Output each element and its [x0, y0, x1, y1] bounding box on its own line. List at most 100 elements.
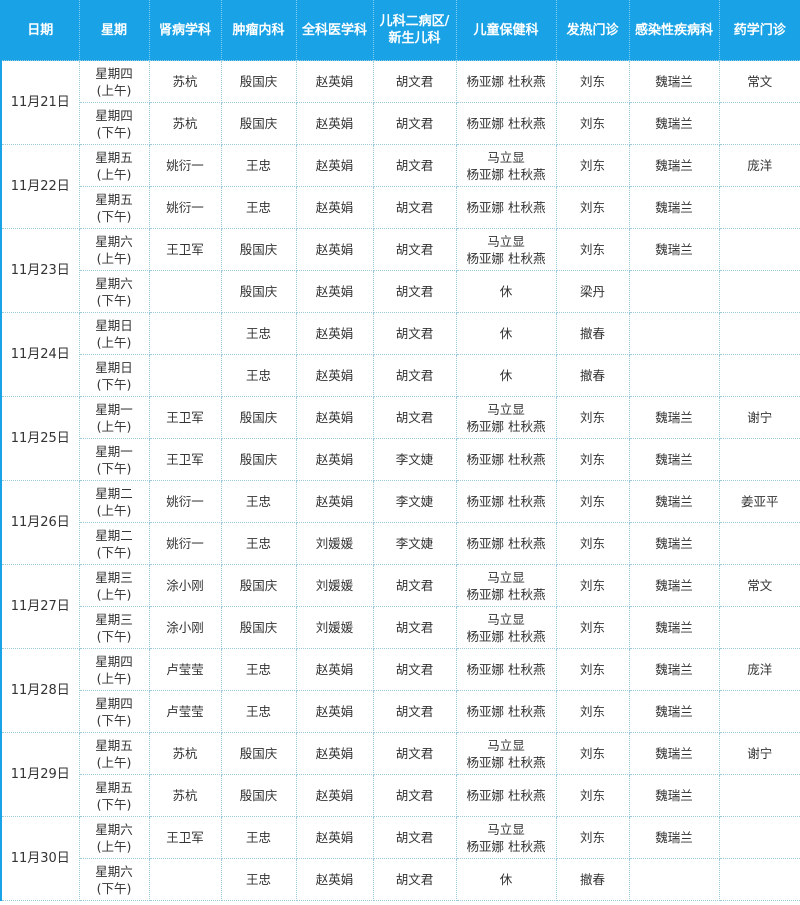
column-header: 发热门诊	[555, 0, 629, 61]
doctor-cell	[718, 522, 800, 565]
doctor-cell: 殷国庆	[220, 102, 297, 145]
table-row: 星期一 (下午) 王卫军 殷国庆 赵英娟 李文婕 杨亚娜 杜秋燕 刘东 魏瑞兰	[1, 438, 800, 481]
table-row: 11月21日 星期四 (上午) 苏杭 殷国庆 赵英娟 胡文君 杨亚娜 杜秋燕 刘东 魏瑞兰 常文	[0, 60, 800, 145]
doctor-cell: 胡文君	[372, 774, 457, 817]
doctor-cell: 赵英娟	[295, 690, 374, 733]
doctor-cell: 刘东	[555, 102, 630, 145]
weekday-cell: 星期六 (下午)	[78, 858, 150, 901]
doctor-cell: 胡文君	[372, 144, 457, 187]
doctor-cell: 姚衍一	[148, 186, 222, 229]
doctor-cell: 赵英娟	[295, 228, 374, 271]
table-row: 星期五 (下午) 姚衍一 王忠 赵英娟 胡文君 杨亚娜 杜秋燕 刘东 魏瑞兰	[1, 186, 800, 229]
doctor-cell: 苏杭	[148, 102, 222, 145]
doctor-cell	[628, 312, 720, 355]
column-header: 肿瘤内科	[220, 0, 296, 61]
doctor-cell	[718, 606, 800, 649]
doctor-cell: 王忠	[220, 648, 297, 691]
table-row: 11月29日 星期五 (上午) 苏杭 殷国庆 赵英娟 胡文君 马立显 杨亚娜 杜秋燕 刘东 魏瑞…	[0, 732, 800, 817]
doctor-cell: 胡文君	[372, 270, 457, 313]
table-row: 星期四 (下午) 卢莹莹 王忠 赵英娟 胡文君 杨亚娜 杜秋燕 刘东 魏瑞兰	[1, 690, 800, 733]
doctor-cell: 殷国庆	[220, 396, 297, 439]
doctor-cell: 谢宁	[718, 396, 800, 439]
date-cell: 11月27日	[0, 564, 80, 649]
weekday-cell: 星期二 (上午)	[78, 480, 150, 523]
table-row: 星期六 (下午) 王忠 赵英娟 胡文君休撤春	[1, 858, 800, 901]
table-row: 11月25日 星期一 (上午) 王卫军 殷国庆 赵英娟 胡文君 马立显 杨亚娜 杜秋燕 刘东魏…	[0, 396, 800, 481]
doctor-cell: 赵英娟	[295, 312, 374, 355]
weekday-cell: 星期五 (下午)	[78, 186, 150, 229]
doctor-cell: 赵英娟	[295, 186, 374, 229]
doctor-cell: 殷国庆	[220, 270, 297, 313]
doctor-cell	[628, 354, 720, 397]
doctor-cell: 胡文君	[372, 732, 457, 775]
weekday-cell: 星期二 (下午)	[78, 522, 150, 565]
doctor-cell: 休	[455, 270, 557, 313]
table-row: 11月24日 星期日 (上午) 王忠 赵英娟 胡文君休撤春	[0, 312, 800, 397]
doctor-cell: 王卫军	[148, 228, 222, 271]
doctor-cell: 杨亚娜 杜秋燕	[455, 480, 557, 523]
doctor-cell: 休	[455, 858, 557, 901]
weekday-cell: 星期三 (下午)	[78, 606, 150, 649]
doctor-cell: 胡文君	[372, 354, 457, 397]
doctor-cell: 涂小刚	[148, 564, 222, 607]
doctor-cell	[718, 270, 800, 313]
doctor-cell: 王忠	[220, 522, 297, 565]
doctor-cell	[148, 312, 222, 355]
table-row: 11月30日 星期六 (上午) 王卫军 王忠 赵英娟 胡文君 马立显 杨亚娜 杜秋燕 刘东 魏瑞…	[0, 816, 800, 901]
doctor-cell: 王卫军	[148, 816, 222, 859]
doctor-cell: 赵英娟	[295, 774, 374, 817]
doctor-cell	[628, 858, 720, 901]
date-cell: 11月23日	[0, 228, 80, 313]
weekday-cell: 星期一 (下午)	[78, 438, 150, 481]
doctor-cell	[718, 690, 800, 733]
weekday-cell: 星期四 (上午)	[78, 648, 150, 691]
doctor-cell: 赵英娟	[295, 270, 374, 313]
doctor-cell: 姜亚平	[718, 480, 800, 523]
doctor-cell: 赵英娟	[295, 480, 374, 523]
doctor-cell	[148, 270, 222, 313]
doctor-cell: 刘东	[555, 438, 630, 481]
doctor-cell: 胡文君	[372, 396, 457, 439]
column-header: 儿科二病区/ 新生儿科	[372, 0, 456, 61]
doctor-cell: 李文婕	[372, 522, 457, 565]
doctor-cell: 马立显 杨亚娜 杜秋燕	[455, 732, 557, 775]
column-header: 儿童保健科	[455, 0, 556, 61]
doctor-cell	[718, 102, 800, 145]
doctor-cell: 王忠	[220, 186, 297, 229]
doctor-cell: 刘东	[555, 774, 630, 817]
doctor-cell: 胡文君	[372, 312, 457, 355]
doctor-cell: 马立显 杨亚娜 杜秋燕	[455, 606, 557, 649]
weekday-cell: 星期日 (下午)	[78, 354, 150, 397]
doctor-cell: 赵英娟	[295, 354, 374, 397]
doctor-cell: 刘媛媛	[295, 564, 374, 607]
weekday-cell: 星期四 (下午)	[78, 102, 150, 145]
doctor-cell: 胡文君	[372, 816, 457, 859]
doctor-cell: 刘东	[555, 690, 630, 733]
doctor-cell: 刘东	[555, 564, 630, 607]
date-cell: 11月28日	[0, 648, 80, 733]
weekday-cell: 星期五 (上午)	[78, 144, 150, 187]
doctor-cell: 魏瑞兰	[628, 564, 720, 607]
date-cell: 11月22日	[0, 144, 80, 229]
doctor-cell: 王忠	[220, 312, 297, 355]
doctor-cell: 赵英娟	[295, 858, 374, 901]
weekday-cell: 星期六 (上午)	[78, 816, 150, 859]
doctor-cell: 魏瑞兰	[628, 522, 720, 565]
doctor-cell: 马立显 杨亚娜 杜秋燕	[455, 396, 557, 439]
weekday-cell: 星期四 (下午)	[78, 690, 150, 733]
doctor-cell: 魏瑞兰	[628, 228, 720, 271]
column-header: 日期	[0, 0, 79, 61]
doctor-cell	[148, 354, 222, 397]
weekday-cell: 星期四 (上午)	[78, 60, 150, 103]
doctor-cell: 刘东	[555, 522, 630, 565]
doctor-cell: 刘东	[555, 228, 630, 271]
doctor-cell: 胡文君	[372, 606, 457, 649]
weekday-cell: 星期一 (上午)	[78, 396, 150, 439]
doctor-cell: 常文	[718, 60, 800, 103]
doctor-cell: 胡文君	[372, 564, 457, 607]
doctor-cell: 胡文君	[372, 648, 457, 691]
doctor-cell	[718, 816, 800, 859]
doctor-cell: 殷国庆	[220, 732, 297, 775]
doctor-cell: 撤春	[555, 312, 630, 355]
